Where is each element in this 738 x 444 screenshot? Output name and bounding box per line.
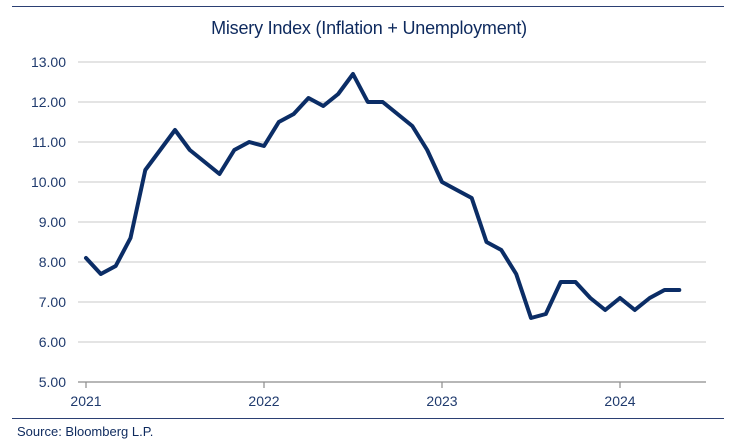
x-tick-label: 2023 [426,393,457,409]
chart-title: Misery Index (Inflation + Unemployment) [211,18,527,38]
x-tick-label: 2022 [248,393,279,409]
y-tick-label: 13.00 [31,54,66,70]
series-group [84,72,682,320]
y-tick-label: 10.00 [31,174,66,190]
y-tick-label: 5.00 [39,374,66,390]
y-tick-label: 7.00 [39,294,66,310]
y-tick-label: 9.00 [39,214,66,230]
gridlines [78,61,706,343]
source-note: Source: Bloomberg L.P. [17,424,154,439]
y-tick-label: 8.00 [39,254,66,270]
x-tick-label: 2024 [604,393,635,409]
x-axis-ticks: 2021 2022 2023 2024 [70,382,636,409]
y-axis-ticks: 5.00 6.00 7.00 8.00 9.00 10.00 11.00 12.00 13.00 [31,54,66,390]
series-line-misery-index [84,72,682,320]
bottom-rule [12,418,724,419]
top-rule [12,6,724,7]
y-tick-label: 11.00 [32,134,66,150]
x-tick-label: 2021 [70,393,101,409]
y-tick-label: 6.00 [39,334,66,350]
y-tick-label: 12.00 [31,94,66,110]
